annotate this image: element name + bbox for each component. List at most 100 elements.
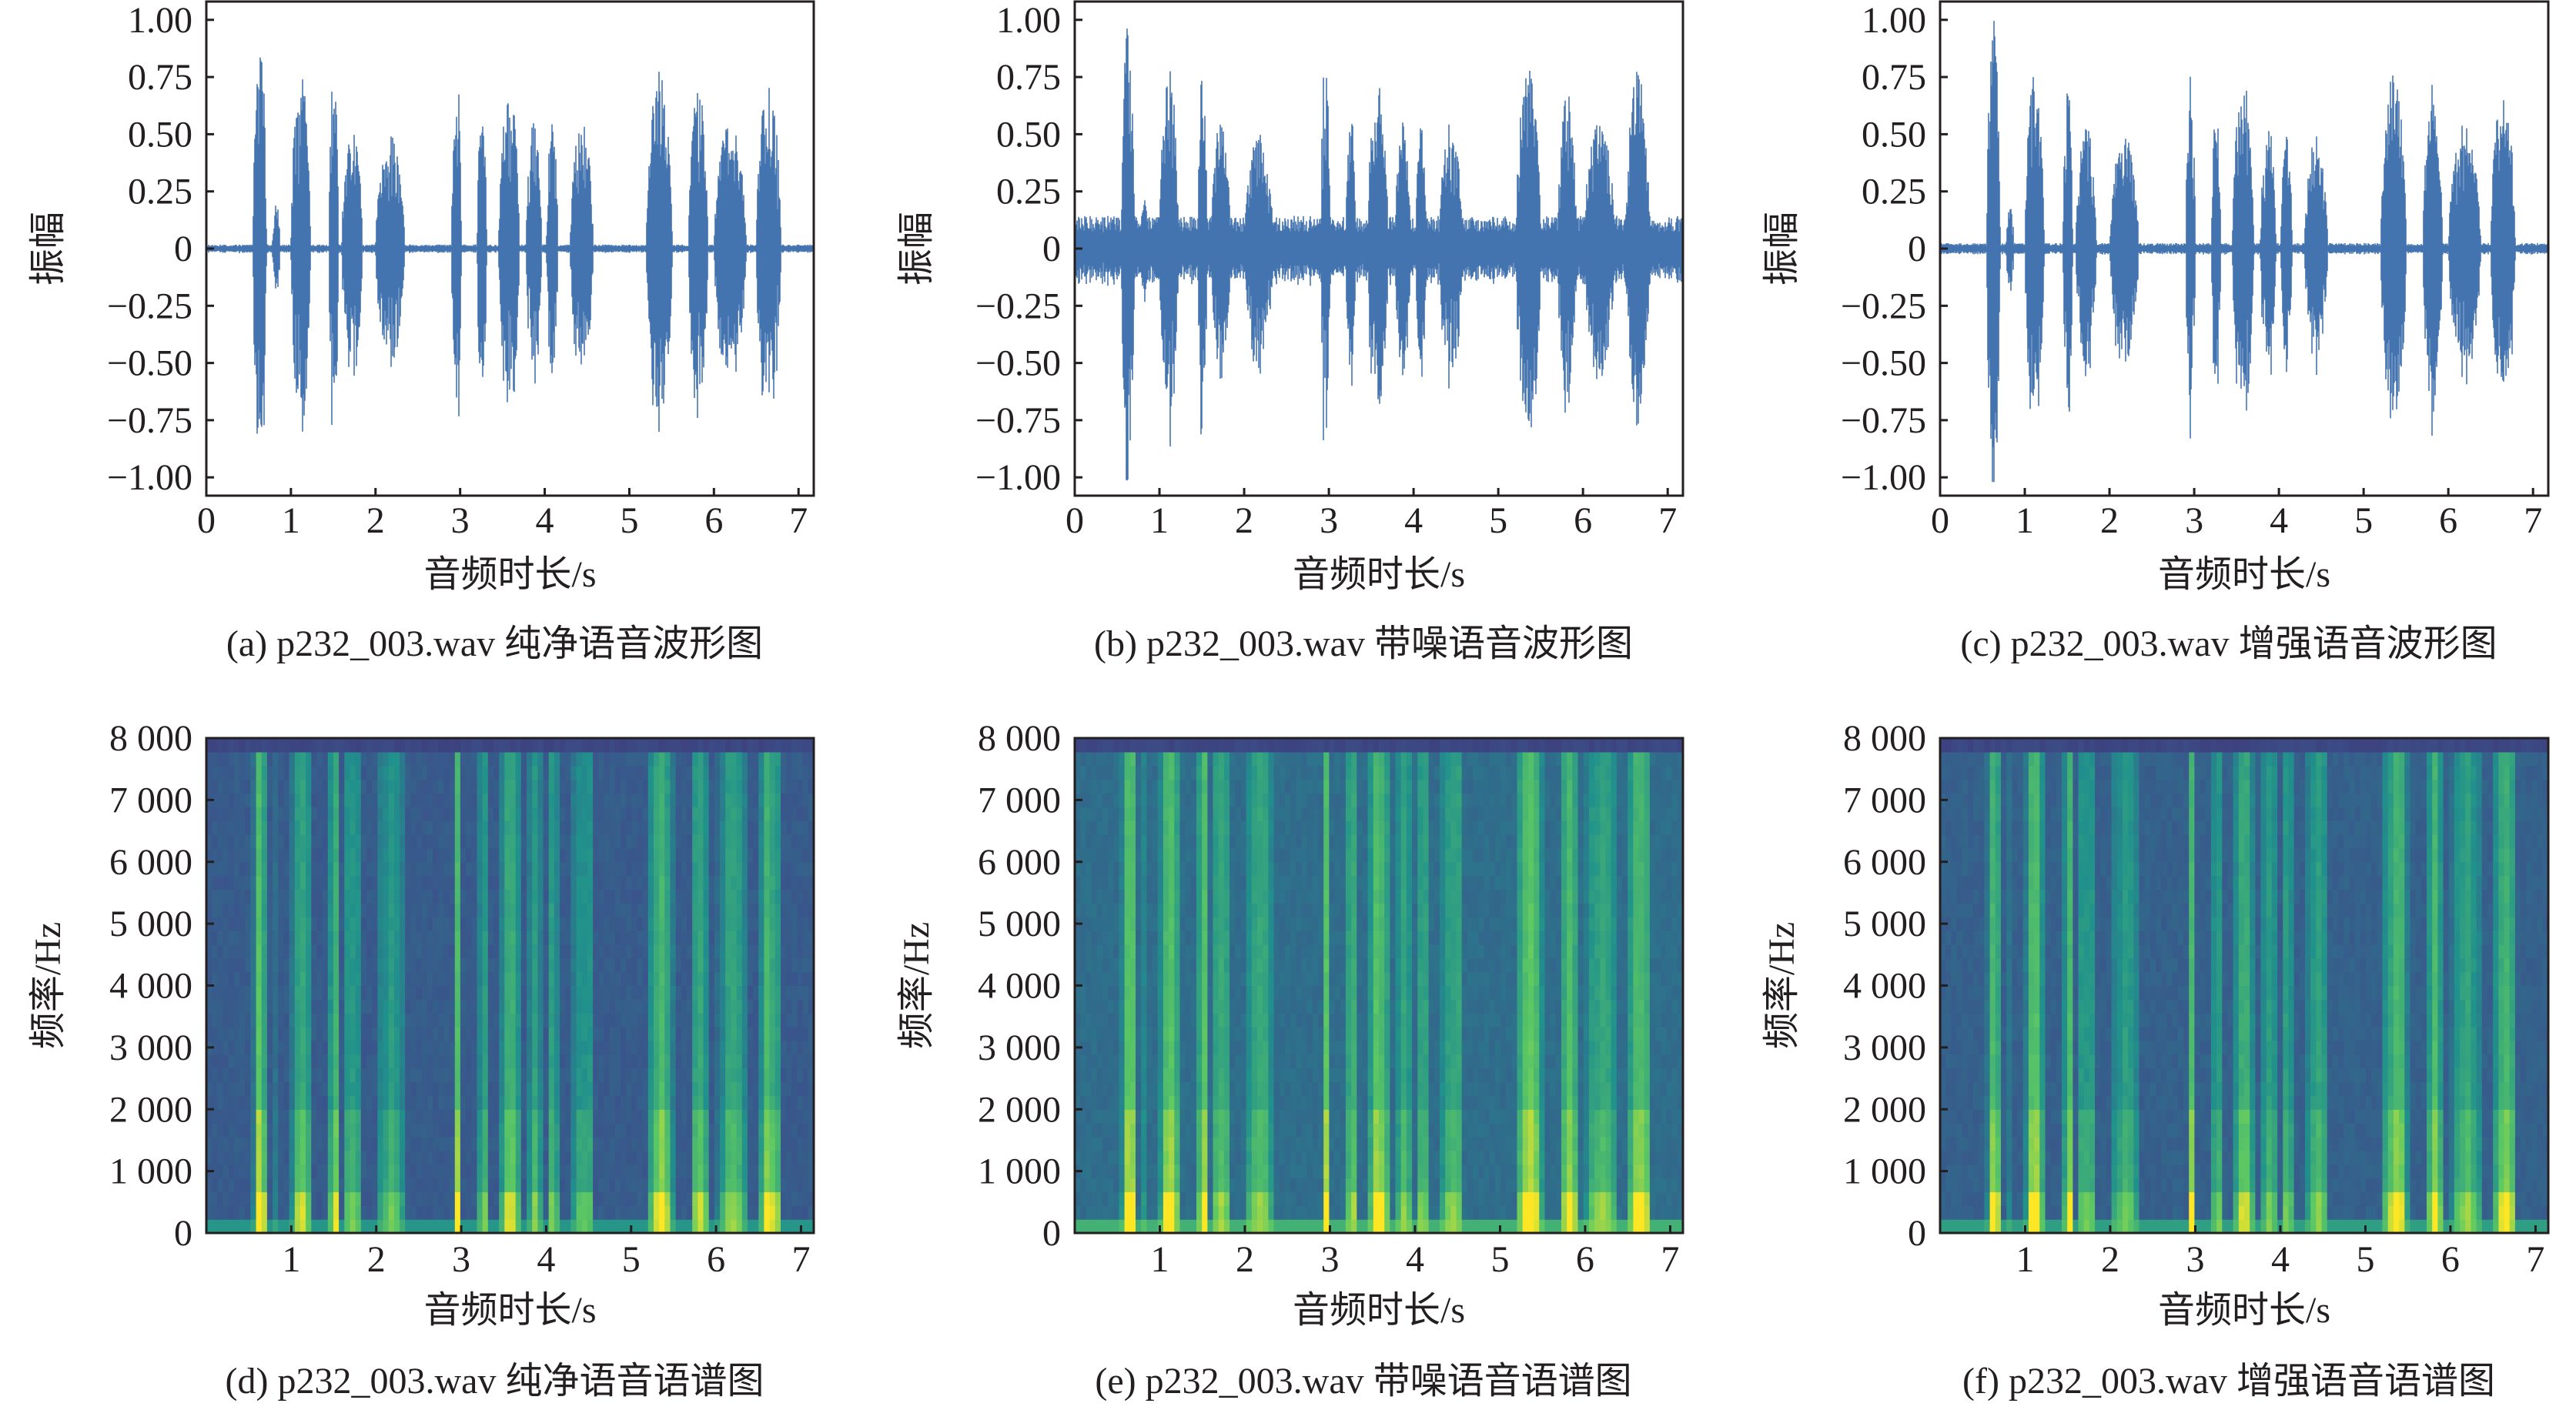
spectrogram-cell [554,1219,560,1234]
spectrogram-cell [1196,1013,1203,1027]
spectrogram-cell [460,1013,467,1027]
spectrogram-cell [781,765,787,780]
spectrogram-cell [581,903,588,917]
spectrogram-cell [239,1081,246,1096]
spectrogram-cell [443,1013,450,1027]
spectrogram-cell [1136,807,1142,821]
spectrogram-cell [372,944,378,959]
spectrogram-cell [366,1205,373,1220]
spectrogram-cell [1202,903,1208,917]
spectrogram-cell [1196,999,1203,1014]
spectrogram-cell [581,1205,588,1220]
spectrogram-cell [482,1137,489,1151]
spectrogram-cell [769,971,776,987]
spectrogram-cell [1163,1095,1169,1110]
spectrogram-cell [548,820,555,835]
spectrogram-cell [1169,1123,1175,1138]
spectrogram-cell [460,985,467,1000]
spectrogram-cell [493,889,500,904]
spectrogram-cell [1129,1027,1136,1041]
spectrogram-cell [609,1137,616,1151]
y-tick-label: −0.50 [975,343,1061,384]
spectrogram-cell [449,1191,456,1206]
spectrogram-cell [675,957,682,973]
spectrogram-cell [327,1081,334,1096]
spectrogram-cell [393,861,400,877]
spectrogram-cell [217,793,224,807]
spectrogram-cell [487,861,494,877]
spectrogram-cell [460,807,467,821]
spectrogram-cell [355,903,362,917]
spectrogram-cell [769,1205,776,1220]
spectrogram-cell [355,917,362,931]
spectrogram-cell [675,1095,682,1110]
spectrogram-cell [283,931,290,945]
spectrogram-cell [720,861,726,877]
spectrogram-cell [598,917,605,931]
spectrogram-cell [1163,875,1169,890]
spectrogram-cell [493,1178,500,1193]
spectrogram-cell [289,999,296,1014]
y-tick-label: −1.00 [107,457,192,498]
spectrogram-cell [1174,1013,1181,1027]
spectrogram-cell [1136,1219,1142,1234]
spectrogram-cell [454,931,461,945]
spectrogram-cell [703,903,710,917]
spectrogram-cell [433,1013,439,1027]
spectrogram-cell [560,779,566,794]
spectrogram-cell [206,999,212,1014]
spectrogram-cell [239,931,246,945]
spectrogram-cell [416,1081,423,1096]
spectrogram-cell [687,957,693,973]
waveform-series-a [206,57,814,434]
spectrogram-cell [261,999,268,1014]
y-tick-label: 0.25 [1862,172,1926,212]
spectrogram-cell [410,820,417,835]
spectrogram-cell [366,1109,373,1124]
spectrogram-cell [1157,1068,1164,1083]
spectrogram-cell [520,1219,527,1234]
spectrogram-cell [504,917,511,931]
spectrogram-cell [278,1027,284,1041]
spectrogram-cell [493,985,500,1000]
spectrogram-cell [1108,1081,1114,1096]
spectrogram-cell [604,807,611,821]
spectrogram-cell [581,889,588,904]
spectrogram-cell [570,1013,577,1027]
spectrogram-cell [344,834,351,849]
spectrogram-cell [1129,931,1136,945]
spectrogram-cell [400,1191,406,1206]
spectrogram-cell [250,1109,257,1124]
spectrogram-cell [327,1150,334,1165]
spectrogram-cell [664,1205,671,1220]
spectrogram-cell [222,1068,229,1083]
spectrogram-cell [764,847,771,863]
spectrogram-cell [614,1109,621,1124]
spectrogram-cell [598,807,605,821]
spectrogram-cell [565,820,571,835]
spectrogram-cell [675,1205,682,1220]
spectrogram-cell [311,807,318,821]
spectrogram-cell [306,1150,312,1165]
spectrogram-cell [261,971,268,987]
spectrogram-cell [647,1205,654,1220]
spectrogram-cell [543,889,550,904]
spectrogram-cell [637,1027,644,1041]
spectrogram-cell [802,738,809,753]
spectrogram-cell [554,1013,560,1027]
spectrogram-cell [1108,1027,1114,1041]
spectrogram-cell [532,1219,538,1234]
spectrogram-cell [802,765,809,780]
spectrogram-cell [360,944,367,959]
spectrogram-cell [327,1054,334,1069]
spectrogram-cell [1119,1013,1126,1027]
spectrogram-cell [736,847,743,863]
spectrogram-cell [1119,847,1126,863]
spectrogram-cell [1179,1095,1186,1110]
spectrogram-cell [714,1081,721,1096]
spectrogram-cell [477,820,483,835]
spectrogram-cell [687,1205,693,1220]
spectrogram-cell [515,1095,522,1110]
spectrogram-cell [565,875,571,890]
spectrogram-cell [250,1068,257,1083]
